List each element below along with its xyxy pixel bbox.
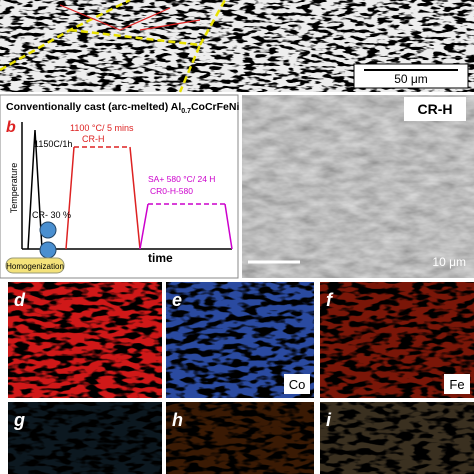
panel-label: g xyxy=(13,410,25,430)
panel-label: f xyxy=(326,290,334,310)
x-label: time xyxy=(148,251,173,265)
label-box xyxy=(404,97,466,121)
y-label: Temperature xyxy=(9,163,19,214)
panel-label: b xyxy=(6,119,16,136)
map-texture xyxy=(8,282,162,398)
map-texture xyxy=(320,402,474,474)
step-label: CR-H xyxy=(82,134,105,144)
sol-curve xyxy=(65,146,141,250)
sem-image xyxy=(242,95,474,278)
step-label: 1150C/1h xyxy=(34,139,72,149)
homog-box xyxy=(5,257,65,274)
panel-b-title: Conventionally cast (arc-melted) Al0.7Co… xyxy=(6,101,239,115)
panel-label: i xyxy=(326,410,332,430)
scale-label: 50 μm xyxy=(394,72,428,86)
map-texture xyxy=(8,402,162,474)
panel-label: CR-H xyxy=(418,101,453,117)
step-label: SA+ 580 °C/ 24 H xyxy=(148,174,215,184)
roller xyxy=(39,241,57,259)
scale-box xyxy=(353,63,469,89)
red-line xyxy=(59,4,201,31)
step-label: CR- 30 % xyxy=(32,210,71,220)
element-label: Fe xyxy=(449,377,464,392)
map-texture xyxy=(166,402,314,474)
element-label: Co xyxy=(289,377,306,392)
panel-b xyxy=(0,94,239,279)
step-label: 1100 °C/ 5 mins xyxy=(70,123,134,133)
step-label: CR0-H-580 xyxy=(150,186,193,196)
age-curve xyxy=(139,203,233,250)
element-box xyxy=(444,374,470,394)
title-rest: CoCrFeNi xyxy=(191,101,240,113)
element-box xyxy=(284,374,310,394)
roller xyxy=(39,221,57,239)
panel-label: d xyxy=(14,290,26,310)
homog-text: Homogenization xyxy=(6,262,64,271)
map-panels: d e Co f Fe g h i xyxy=(8,282,474,474)
scale-label: 10 μm xyxy=(432,255,466,269)
panel-label: h xyxy=(172,410,183,430)
title-main: Conventionally cast (arc-melted) Al xyxy=(6,101,181,113)
homog-curve xyxy=(27,129,43,250)
panel-label: e xyxy=(172,290,182,310)
grain-boundary xyxy=(0,0,227,93)
title-sub: 0.7 xyxy=(181,108,191,115)
